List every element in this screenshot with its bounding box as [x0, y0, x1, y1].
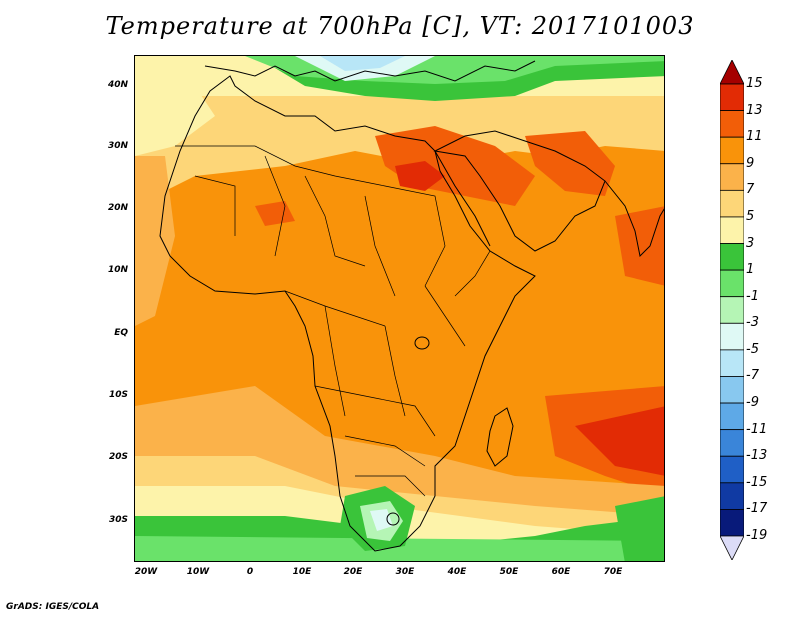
colorbar-box: [719, 83, 745, 111]
colorbar-bottom-arrow: [719, 535, 745, 561]
madagascar-coast: [486, 407, 514, 467]
field-south-lightgreen: [135, 536, 664, 561]
colorbar-tick-label: -19: [746, 528, 768, 543]
field-yellow-nw: [135, 86, 215, 156]
x-tick-label: 0: [246, 567, 254, 577]
colorbar-tick-label: 3: [746, 235, 755, 251]
y-tick-label: 10S: [108, 390, 128, 400]
colorbar-box: [719, 269, 745, 298]
map-plot-area: [134, 55, 665, 562]
colorbar-box: [719, 189, 745, 218]
x-tick-label: 20W: [134, 567, 158, 577]
colorbar-box: [719, 243, 745, 271]
colorbar-tick-label: 7: [746, 182, 755, 198]
colorbar-tick-label: -9: [746, 395, 759, 411]
field-hot-arabia: [525, 131, 615, 196]
colorbar-tick-label: -5: [746, 341, 759, 357]
field-se-green: [615, 496, 664, 561]
colorbar-tick-label: -7: [746, 368, 759, 384]
x-tick-label: 60E: [551, 567, 571, 577]
colorbar-tick-label: -13: [746, 448, 768, 464]
colorbar-box: [719, 455, 745, 484]
colorbar-tick-label: -11: [746, 421, 768, 437]
colorbar-tick-label: 9: [746, 155, 755, 171]
colorbar-box: [719, 322, 745, 351]
coastlines: [159, 60, 664, 552]
temperature-field: [135, 56, 664, 561]
colorbar-box: [719, 349, 745, 377]
colorbar-box: [719, 110, 745, 138]
colorbar-box: [719, 376, 745, 404]
arabia-coast: [433, 130, 606, 252]
y-tick-label: 20N: [107, 203, 128, 213]
colorbar-tick-label: 15: [746, 76, 763, 91]
country-borders: [175, 145, 491, 497]
colorbar-box: [719, 136, 745, 165]
colorbar-tick-label: 5: [746, 208, 755, 224]
colorbar-box: [719, 216, 745, 244]
y-tick-label: 20S: [108, 452, 128, 462]
india-coast: [604, 180, 664, 258]
colorbar-box: [719, 402, 745, 431]
y-tick-label: 40N: [107, 80, 128, 90]
field-hot-egypt-core: [395, 161, 445, 191]
colorbar-box: [719, 296, 745, 324]
colorbar-box: [719, 482, 745, 510]
y-tick-label: 30N: [107, 141, 128, 151]
lesotho: [386, 512, 400, 526]
colorbar-tick-label: 1: [746, 262, 755, 278]
colorbar-box: [719, 429, 745, 457]
lake-victoria: [414, 336, 430, 350]
x-tick-label: 50E: [499, 567, 519, 577]
field-blue-med: [320, 56, 405, 71]
colorbar-tick-label: 13: [746, 102, 763, 118]
field-sa-cyan: [370, 509, 393, 531]
colorbar-tick-label: -15: [746, 474, 768, 490]
x-tick-label: 70E: [603, 567, 623, 577]
colorbar-tick-label: -3: [746, 315, 759, 331]
colorbar-tick-label: -1: [746, 288, 759, 304]
colorbar: [719, 59, 745, 561]
africa-coast: [159, 75, 536, 552]
x-tick-label: 10E: [292, 567, 312, 577]
y-tick-label: 10N: [107, 265, 128, 275]
x-tick-label: 10W: [186, 567, 210, 577]
red-sea: [434, 150, 491, 247]
colorbar-box: [719, 163, 745, 191]
chart-title: Temperature at 700hPa [C], VT: 201710100…: [105, 12, 695, 40]
field-hot-indian-core: [575, 406, 664, 476]
europe-coast: [204, 60, 536, 82]
colorbar-tick-label: -17: [746, 501, 768, 517]
colorbar-top-arrow: [719, 59, 745, 85]
y-tick-label: EQ: [114, 328, 128, 338]
x-tick-label: 30E: [395, 567, 415, 577]
colorbar-box: [719, 509, 745, 537]
y-tick-label: 30S: [108, 515, 128, 525]
x-tick-label: 40E: [447, 567, 467, 577]
credit-text: GrADS: IGES/COLA: [6, 602, 100, 612]
x-tick-label: 20E: [343, 567, 363, 577]
colorbar-tick-label: 11: [746, 129, 763, 145]
field-hot-east: [615, 206, 664, 286]
